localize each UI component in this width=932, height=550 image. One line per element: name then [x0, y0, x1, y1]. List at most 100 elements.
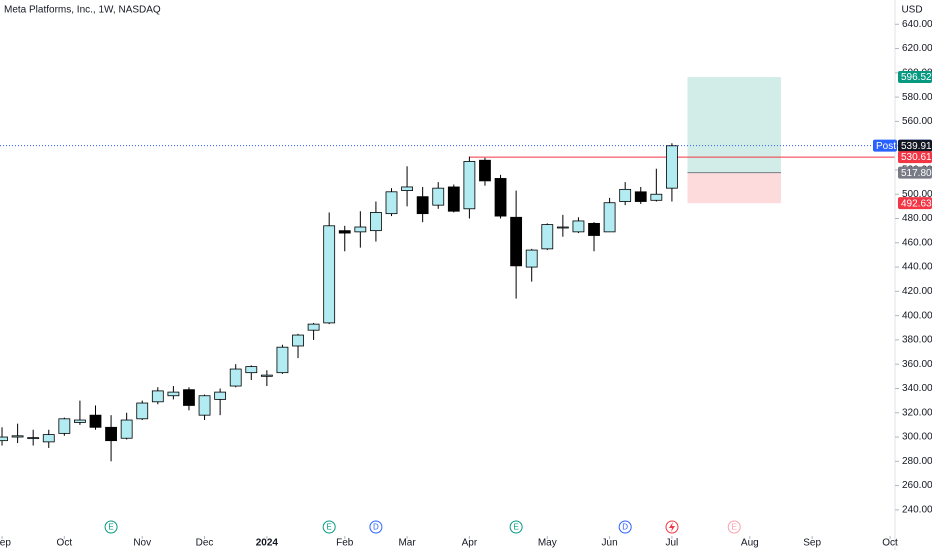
- candle-body: [510, 216, 523, 267]
- candle-body: [198, 395, 211, 416]
- x-tick-label: Aug: [741, 538, 759, 549]
- y-tick-label: 500.00: [902, 189, 932, 200]
- candle-body: [58, 418, 71, 434]
- candle-body: [120, 419, 133, 439]
- y-tick-label: 420.00: [902, 286, 932, 297]
- x-tick-label: Jul: [666, 538, 679, 549]
- candle-body: [136, 402, 149, 420]
- event-label: D: [373, 523, 379, 532]
- event-icon: [509, 520, 523, 534]
- candle-body: [42, 434, 55, 443]
- y-tick-label: 560.00: [902, 116, 932, 127]
- x-tick-label: Sep: [803, 538, 821, 549]
- candle-body: [260, 374, 273, 377]
- event-label: E: [732, 523, 737, 532]
- candle-body: [214, 391, 227, 400]
- event-icon: [104, 520, 118, 534]
- candle-body: [354, 226, 367, 233]
- candle-body: [416, 196, 429, 215]
- price-tag: [898, 197, 932, 210]
- chart-title: Meta Platforms, Inc., 1W, NASDAQ: [4, 5, 161, 16]
- x-tick-label: Mar: [398, 538, 416, 549]
- x-tick-label: Sep: [0, 538, 11, 549]
- y-tick-label: 340.00: [902, 383, 932, 394]
- y-tick-label: 260.00: [902, 480, 932, 491]
- price-tag: [898, 139, 932, 152]
- candle-body: [276, 346, 289, 374]
- candle-body: [292, 334, 304, 347]
- candle-body: [432, 187, 445, 206]
- price-tag-label: 539.91: [901, 141, 932, 152]
- x-tick-label: Dec: [196, 538, 214, 549]
- event-label: E: [327, 523, 332, 532]
- event-icon: [369, 520, 383, 534]
- y-tick-label: 580.00: [902, 92, 932, 103]
- y-tick-label: 320.00: [902, 407, 932, 418]
- x-tick-label: May: [538, 538, 557, 549]
- x-tick-label: Oct: [882, 538, 898, 549]
- candle-body: [89, 414, 102, 428]
- event-icon: [618, 520, 632, 534]
- candle-body: [619, 188, 632, 202]
- price-tag: [898, 71, 932, 84]
- y-tick-label: 400.00: [902, 310, 932, 321]
- event-label: E: [108, 523, 113, 532]
- candle-body: [666, 145, 678, 189]
- y-tick-label: 240.00: [902, 505, 932, 516]
- profit-zone: [687, 77, 781, 173]
- candle-body: [556, 226, 569, 229]
- x-tick-label: Oct: [57, 538, 73, 549]
- x-tick-label: 2024: [256, 538, 279, 549]
- x-tick-label: Nov: [133, 538, 151, 549]
- price-tag-label: 492.63: [901, 198, 932, 209]
- candle-body: [494, 178, 507, 217]
- plot-area: [0, 77, 895, 462]
- price-tag: [898, 166, 932, 179]
- candle-body: [479, 159, 491, 182]
- y-tick-label: 460.00: [902, 237, 932, 248]
- currency-label: USD: [901, 5, 922, 16]
- y-tick-label: 440.00: [902, 262, 932, 273]
- candle-body: [229, 368, 242, 387]
- candle-body: [151, 390, 164, 403]
- candle-body: [385, 191, 398, 215]
- candle-body: [183, 389, 195, 406]
- price-tag: [898, 151, 932, 164]
- candle-body: [603, 202, 616, 233]
- candle-body: [323, 225, 336, 324]
- candle-body: [401, 186, 413, 191]
- y-tick-label: 280.00: [902, 456, 932, 467]
- candle-body: [11, 435, 24, 438]
- price-tag-label: 530.61: [901, 152, 932, 163]
- candle-body: [307, 323, 320, 331]
- candle-body: [525, 249, 538, 268]
- candle-body: [0, 436, 8, 442]
- candle-body: [167, 391, 180, 397]
- price-tag-prefix: [873, 139, 897, 152]
- candle-body: [634, 191, 647, 202]
- candle-body: [338, 230, 351, 234]
- y-tick-label: 380.00: [902, 335, 932, 346]
- candle-body: [105, 426, 117, 442]
- y-tick-label: 640.00: [902, 19, 932, 30]
- candle-body: [370, 212, 382, 232]
- candle-body: [245, 366, 258, 374]
- candle-body: [27, 437, 40, 440]
- candle-body: [447, 186, 460, 212]
- candle-body: [650, 193, 663, 201]
- candle-body: [541, 224, 554, 250]
- event-icon: [727, 520, 741, 534]
- x-tick-label: Feb: [336, 538, 354, 549]
- x-tick-label: Jun: [602, 538, 618, 549]
- event-icon: [322, 520, 336, 534]
- split-icon: [665, 520, 679, 534]
- price-tag-label: 517.80: [901, 168, 932, 179]
- candle-body: [463, 161, 476, 210]
- candle-body: [572, 220, 585, 233]
- candle-body: [588, 222, 600, 236]
- y-tick-label: 300.00: [902, 432, 932, 443]
- y-tick-label: 360.00: [902, 359, 932, 370]
- candle-body: [74, 419, 86, 423]
